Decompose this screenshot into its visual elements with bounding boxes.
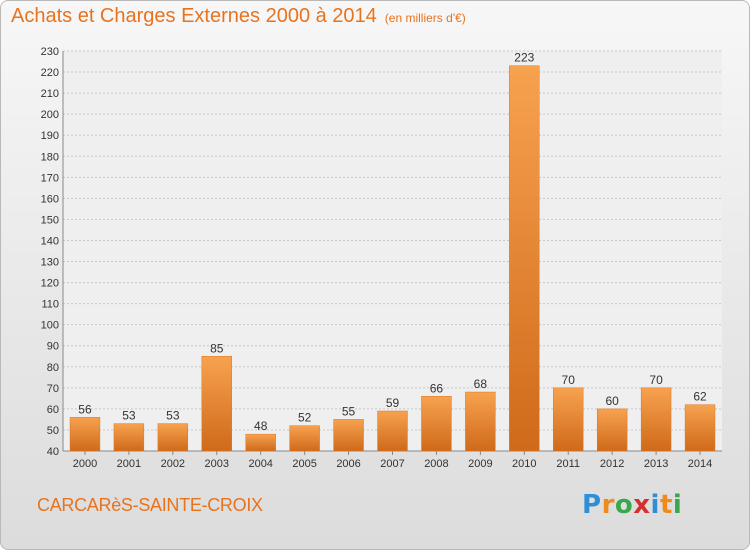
y-tick-label: 220 bbox=[41, 67, 59, 79]
y-tick-label: 100 bbox=[41, 320, 59, 332]
bar bbox=[157, 423, 189, 452]
data-label: 223 bbox=[514, 51, 534, 65]
y-tick-label: 210 bbox=[41, 88, 59, 100]
logo-letter: t bbox=[659, 490, 673, 520]
y-tick-label: 160 bbox=[41, 193, 59, 205]
x-tick-label: 2002 bbox=[161, 458, 185, 470]
logo-letter: P bbox=[582, 490, 602, 520]
chart-title: Achats et Charges Externes 2000 à 2014 bbox=[11, 5, 377, 27]
x-tick-label: 2013 bbox=[644, 458, 668, 470]
y-tick-label: 150 bbox=[41, 214, 59, 226]
x-tick-label: 2000 bbox=[73, 458, 97, 470]
y-tick-label: 180 bbox=[41, 151, 59, 163]
data-label: 66 bbox=[430, 381, 444, 395]
x-tick-label: 2007 bbox=[380, 458, 404, 470]
plot-area bbox=[63, 51, 722, 451]
y-tick-label: 190 bbox=[41, 130, 59, 142]
data-label: 55 bbox=[342, 404, 356, 418]
bar bbox=[421, 396, 452, 452]
y-tick-label: 230 bbox=[41, 46, 59, 58]
y-tick-label: 170 bbox=[41, 172, 59, 184]
x-tick-label: 2010 bbox=[512, 458, 536, 470]
logo-letter: r bbox=[601, 490, 615, 520]
bar bbox=[596, 408, 628, 452]
x-tick-label: 2006 bbox=[336, 458, 360, 470]
x-tick-label: 2009 bbox=[468, 458, 492, 470]
y-tick-label: 40 bbox=[47, 446, 59, 458]
data-label: 70 bbox=[649, 373, 663, 387]
logo-letter: i bbox=[672, 490, 683, 520]
x-tick-label: 2005 bbox=[292, 458, 316, 470]
y-tick-label: 80 bbox=[47, 362, 59, 374]
bar bbox=[113, 423, 145, 452]
bar bbox=[640, 387, 672, 452]
bar bbox=[201, 356, 232, 452]
y-tick-label: 130 bbox=[41, 257, 59, 269]
data-label: 62 bbox=[693, 390, 707, 404]
bar bbox=[333, 419, 364, 452]
y-tick-label: 110 bbox=[41, 299, 59, 311]
bar bbox=[684, 404, 716, 452]
commune-name: CARCARèS-SAINTE-CROIX bbox=[37, 495, 263, 515]
y-tick-label: 120 bbox=[41, 278, 59, 290]
data-label: 60 bbox=[605, 394, 619, 408]
bar bbox=[289, 425, 320, 452]
data-label: 52 bbox=[298, 411, 312, 425]
y-tick-label: 90 bbox=[47, 341, 59, 353]
data-label: 53 bbox=[122, 409, 136, 423]
bar bbox=[245, 433, 276, 452]
data-label: 85 bbox=[210, 341, 224, 355]
logo-letter: o bbox=[614, 490, 634, 520]
y-tick-label: 50 bbox=[47, 425, 59, 437]
data-label: 56 bbox=[78, 402, 92, 416]
data-label: 68 bbox=[474, 377, 488, 391]
x-tick-label: 2001 bbox=[117, 458, 141, 470]
y-tick-label: 60 bbox=[47, 404, 59, 416]
data-label: 53 bbox=[166, 409, 180, 423]
logo-letter: i bbox=[650, 490, 660, 520]
x-tick-label: 2014 bbox=[688, 458, 712, 470]
bar bbox=[509, 65, 540, 452]
y-tick-label: 70 bbox=[47, 383, 59, 395]
data-label: 59 bbox=[386, 396, 400, 410]
chart-title-area: Achats et Charges Externes 2000 à 2014 (e… bbox=[11, 5, 466, 28]
x-tick-label: 2003 bbox=[205, 458, 229, 470]
data-label: 48 bbox=[254, 419, 268, 433]
bar bbox=[69, 417, 101, 452]
proxiti-logo: Proxiti bbox=[582, 490, 682, 520]
bar bbox=[553, 387, 584, 452]
x-tick-label: 2011 bbox=[556, 458, 580, 470]
logo-letter: x bbox=[633, 490, 651, 520]
x-tick-label: 2008 bbox=[424, 458, 448, 470]
x-tick-label: 2012 bbox=[600, 458, 624, 470]
x-tick-label: 2004 bbox=[248, 458, 272, 470]
y-tick-label: 200 bbox=[41, 109, 59, 121]
y-tick-label: 140 bbox=[41, 235, 59, 247]
bar bbox=[465, 391, 496, 452]
bar bbox=[377, 410, 408, 452]
unit-note: (en milliers d'€) bbox=[384, 11, 466, 25]
data-label: 70 bbox=[562, 373, 576, 387]
